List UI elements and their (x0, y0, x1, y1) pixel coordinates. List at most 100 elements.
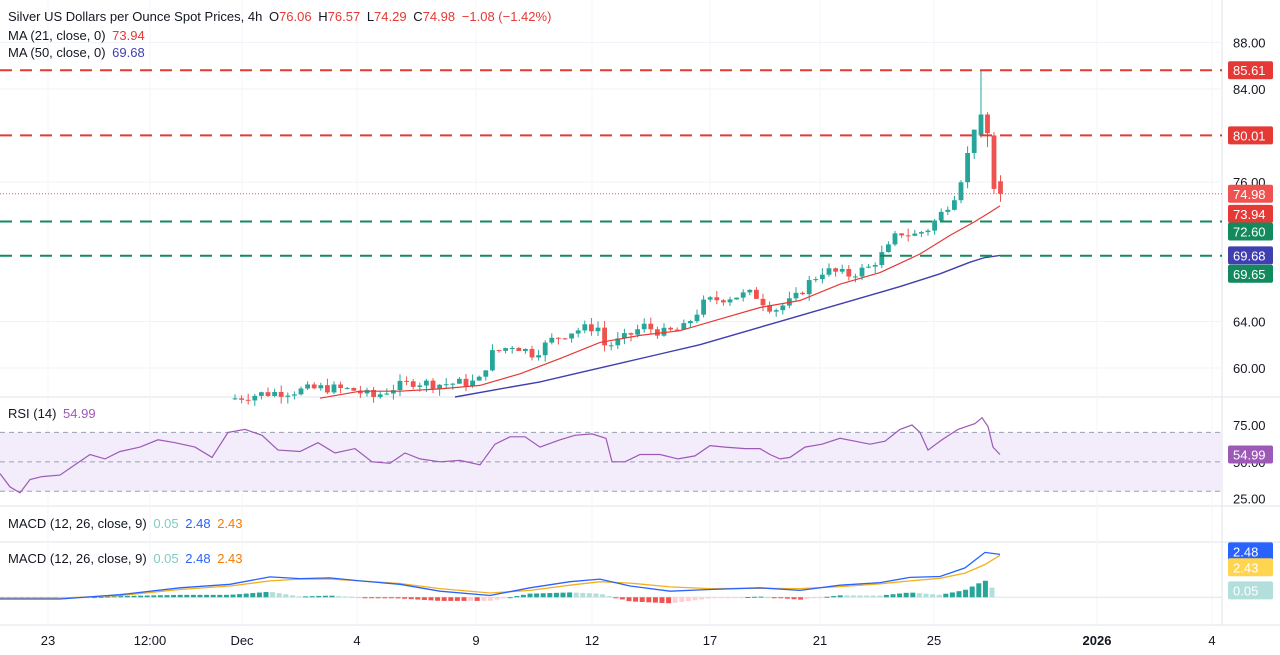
macd-histogram-bar (303, 596, 309, 598)
ma21-legend[interactable]: MA (21, close, 0) 73.94 (8, 28, 148, 43)
candle-body (377, 394, 383, 397)
macd-histogram-bar (804, 597, 810, 599)
candle-body (833, 268, 838, 272)
candle-body (938, 211, 944, 221)
macd-histogram-bar (613, 597, 619, 599)
macd-histogram-bar (798, 597, 804, 600)
open-value: 76.06 (279, 9, 312, 24)
macd-histogram-bar (494, 597, 500, 600)
candle-body (754, 289, 759, 299)
macd-histogram-bar (289, 595, 295, 598)
level-badge-72-60 (1228, 222, 1273, 241)
candle-body (813, 279, 819, 281)
candle-body (780, 305, 786, 311)
candle-body (562, 338, 568, 340)
macd2-hist-value: 0.05 (153, 551, 179, 566)
macd-histogram-bar (329, 595, 335, 598)
candle-body (899, 233, 904, 236)
macd-histogram-bar (514, 596, 520, 598)
macd-histogram-bar (831, 596, 837, 598)
candle-body (701, 299, 706, 315)
candle-body (529, 348, 535, 358)
candle-body (325, 385, 330, 393)
candle-body (820, 274, 825, 280)
macd-histogram-bar (765, 597, 771, 599)
macd1-label: MACD (12, 26, close, 9) (8, 516, 147, 531)
candle-body (509, 348, 515, 350)
time-tick-label: 2026 (1083, 633, 1112, 648)
macd-histogram-bar (157, 595, 163, 598)
candle-body (806, 280, 812, 295)
rsi-label: RSI (14) (8, 406, 57, 421)
macd-histogram-bar (870, 595, 876, 598)
candle-body (991, 135, 997, 189)
macd1-legend[interactable]: MACD (12, 26, close, 9) 0.05 2.48 2.43 (8, 516, 246, 531)
candle-body (245, 399, 251, 401)
macd-histogram-bar (250, 593, 256, 598)
macd-histogram-bar (349, 596, 355, 598)
candle-body (239, 398, 244, 400)
price-tick-label: 64.00 (1233, 314, 1266, 329)
candle-body (661, 327, 667, 336)
ma21-label: MA (21, close, 0) (8, 28, 106, 43)
candle-body (265, 392, 271, 396)
candle-body (859, 267, 865, 277)
macd-histogram-bar (606, 596, 612, 598)
macd-histogram-bar (428, 597, 434, 601)
macd-histogram-bar (316, 595, 322, 598)
candle-body (945, 209, 951, 212)
macd-histogram-bar (567, 592, 573, 598)
candle-body (575, 330, 581, 334)
candle-body (556, 337, 561, 339)
macd-histogram-bar (652, 597, 658, 603)
macd-histogram-bar (322, 595, 328, 598)
macd-histogram-bar (534, 593, 540, 598)
macd-histogram-bar (105, 596, 111, 598)
macd-histogram-bar (586, 593, 592, 598)
macd2-legend[interactable]: MACD (12, 26, close, 9) 0.05 2.48 2.43 (8, 551, 246, 566)
candle-body (490, 350, 495, 371)
ma21-line (319, 205, 1001, 399)
macd-histogram-bar (745, 597, 751, 599)
macd-histogram-bar (718, 597, 724, 599)
ma50-badge (1228, 246, 1273, 265)
macd-histogram-bar (963, 589, 969, 598)
macd-histogram-bar (184, 594, 190, 598)
candle-body (800, 292, 805, 295)
macd1-signal-value: 2.43 (217, 516, 243, 531)
candle-body (866, 266, 871, 268)
macd-histogram-bar (204, 594, 210, 598)
candle-body (760, 298, 766, 306)
macd1-hist-value: 0.05 (153, 516, 179, 531)
candle-body (773, 310, 779, 312)
macd-histogram-bar (956, 591, 962, 598)
macd-histogram-bar (230, 594, 236, 598)
time-tick-label: Dec (230, 633, 254, 648)
macd-histogram-bar (441, 597, 447, 601)
macd-histogram-bar (633, 597, 639, 602)
macd-histogram-bar (448, 597, 454, 601)
macd-histogram-bar (85, 597, 91, 599)
last-price-badge-text: 74.98 (1233, 187, 1266, 202)
grid (0, 0, 1280, 626)
candle-body (608, 345, 614, 347)
candle-body (582, 324, 588, 331)
high-label: H (318, 9, 328, 24)
macd-histogram-bar (692, 597, 698, 601)
candle-body (536, 355, 541, 358)
macd-histogram-bar (639, 597, 645, 602)
macd-histogram-bar (989, 587, 995, 598)
time-tick-label: 17 (703, 633, 717, 648)
candle-body (886, 244, 891, 253)
candle-body (641, 323, 647, 330)
ma50-legend[interactable]: MA (50, close, 0) 69.68 (8, 45, 148, 60)
macd-histogram-bar (461, 597, 467, 601)
time-tick-label: 25 (927, 633, 941, 648)
macd-histogram-bar (481, 597, 487, 601)
macd-histogram-bar (936, 594, 942, 598)
macd-histogram-bar (171, 594, 177, 598)
rsi-legend[interactable]: RSI (14) 54.99 (8, 406, 99, 421)
macd-histogram-bar (91, 597, 97, 599)
